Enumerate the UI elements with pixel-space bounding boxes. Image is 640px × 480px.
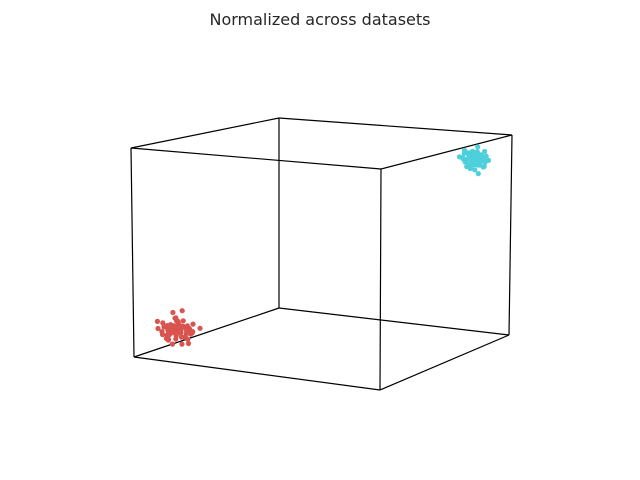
- data-point: [462, 158, 468, 164]
- data-point: [185, 340, 192, 347]
- data-point: [163, 335, 169, 342]
- box-edge: [278, 307, 510, 336]
- series-0: [154, 308, 203, 347]
- data-point: [480, 164, 486, 170]
- data-point: [482, 148, 488, 155]
- data-point: [179, 341, 185, 347]
- data-point: [159, 331, 166, 338]
- box-edge: [133, 356, 381, 391]
- data-point: [475, 144, 481, 150]
- data-point: [165, 327, 171, 334]
- box-edge: [379, 334, 510, 391]
- data-point: [170, 309, 176, 316]
- data-point: [485, 157, 492, 163]
- data-point: [169, 341, 175, 347]
- data-point: [172, 315, 178, 321]
- data-point: [478, 153, 485, 159]
- data-point: [471, 153, 477, 159]
- data-point: [178, 334, 185, 340]
- data-point: [472, 167, 478, 173]
- data-point: [197, 325, 203, 331]
- data-point: [176, 324, 182, 330]
- data-point: [190, 321, 196, 327]
- box-edge: [379, 168, 382, 391]
- axes-box: [130, 117, 513, 391]
- box-edge: [130, 117, 280, 149]
- box-edge: [508, 134, 513, 336]
- data-point: [190, 329, 196, 335]
- data-point: [179, 308, 185, 314]
- data-point: [160, 320, 166, 326]
- data-points: [154, 144, 492, 347]
- data-point: [475, 171, 481, 177]
- data-point: [461, 147, 468, 153]
- data-point: [166, 332, 172, 338]
- data-point: [170, 323, 176, 329]
- data-point: [154, 318, 160, 324]
- box-edge: [130, 147, 382, 170]
- data-point: [155, 325, 161, 332]
- data-point: [473, 159, 479, 165]
- data-point: [467, 152, 473, 158]
- data-point: [177, 328, 183, 334]
- data-point: [181, 324, 187, 330]
- data-point: [182, 334, 188, 340]
- data-point: [180, 318, 186, 324]
- box-edge: [380, 134, 513, 170]
- series-1: [456, 144, 492, 177]
- data-point: [173, 336, 179, 342]
- data-point: [468, 163, 474, 169]
- box-edge: [130, 147, 135, 358]
- chart-title: Normalized across datasets: [209, 10, 431, 29]
- box-edge: [278, 117, 513, 136]
- box-edge: [133, 307, 280, 358]
- data-point: [173, 331, 179, 337]
